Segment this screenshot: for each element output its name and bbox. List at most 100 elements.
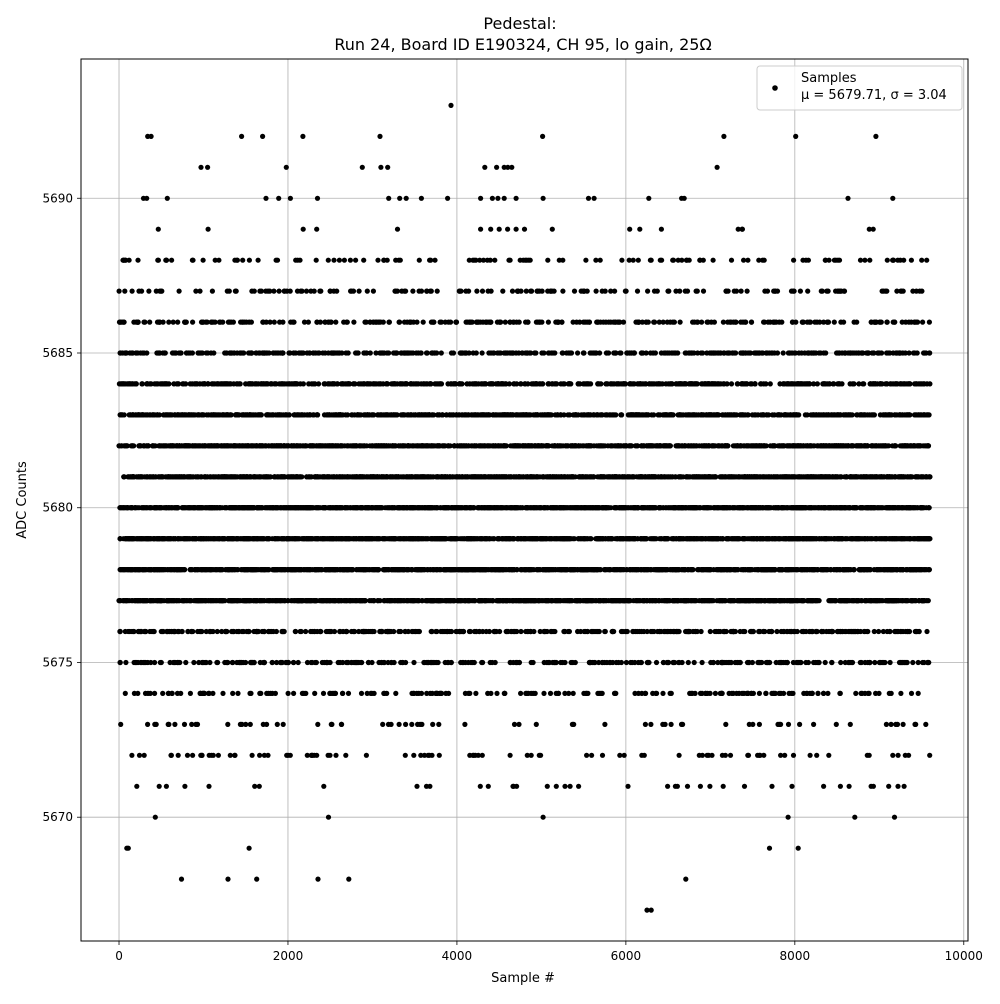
data-point [126, 846, 131, 851]
data-point [172, 722, 177, 727]
data-point [201, 691, 206, 696]
data-point [589, 753, 594, 758]
data-point [683, 877, 688, 882]
data-point [260, 134, 265, 139]
data-point [369, 598, 374, 603]
data-point [652, 536, 657, 541]
data-point [677, 753, 682, 758]
data-point [160, 691, 165, 696]
data-point [692, 660, 697, 665]
data-point [607, 660, 612, 665]
data-point [637, 629, 642, 634]
data-point [677, 660, 682, 665]
data-point [807, 691, 812, 696]
data-point [774, 629, 779, 634]
data-point [662, 598, 667, 603]
data-point [772, 691, 777, 696]
data-point [332, 536, 337, 541]
data-point [211, 598, 216, 603]
data-point [901, 722, 906, 727]
data-point [285, 567, 290, 572]
data-point [609, 536, 614, 541]
data-point [381, 691, 386, 696]
data-point [514, 196, 519, 201]
data-point [858, 629, 863, 634]
data-point [887, 629, 892, 634]
data-point [209, 753, 214, 758]
data-point [204, 536, 209, 541]
data-point [345, 567, 350, 572]
data-point [329, 722, 334, 727]
data-point [403, 722, 408, 727]
data-point [906, 753, 911, 758]
data-point [482, 165, 487, 170]
data-point [800, 567, 805, 572]
data-point [909, 598, 914, 603]
data-point [673, 567, 678, 572]
data-point [600, 753, 605, 758]
data-point [772, 567, 777, 572]
data-point [669, 722, 674, 727]
data-point [746, 691, 751, 696]
data-point [310, 629, 315, 634]
data-point [437, 567, 442, 572]
data-point [500, 598, 505, 603]
data-point [838, 629, 843, 634]
data-point [262, 753, 267, 758]
data-point [157, 784, 162, 789]
data-point [722, 629, 727, 634]
data-point [389, 567, 394, 572]
data-point [409, 567, 414, 572]
data-point [533, 598, 538, 603]
data-point [737, 660, 742, 665]
data-point [159, 629, 164, 634]
data-point [466, 567, 471, 572]
data-point [248, 722, 253, 727]
data-point [819, 629, 824, 634]
data-point [793, 134, 798, 139]
data-point [869, 598, 874, 603]
data-point [744, 598, 749, 603]
data-point [688, 567, 693, 572]
data-point [483, 598, 488, 603]
data-point [721, 784, 726, 789]
data-point [354, 567, 359, 572]
data-point [503, 536, 508, 541]
data-point [247, 691, 252, 696]
data-point [189, 722, 194, 727]
data-point [660, 691, 665, 696]
data-point [927, 753, 932, 758]
data-point [427, 784, 432, 789]
data-point [541, 629, 546, 634]
data-point [470, 660, 475, 665]
data-point [483, 536, 488, 541]
data-point [890, 753, 895, 758]
data-point [248, 660, 253, 665]
data-point [876, 691, 881, 696]
data-point [436, 722, 441, 727]
data-point [720, 691, 725, 696]
data-point [406, 629, 411, 634]
data-point [157, 536, 162, 541]
data-point [429, 536, 434, 541]
data-point [480, 753, 485, 758]
data-point [517, 660, 522, 665]
data-point [378, 165, 383, 170]
data-point [683, 536, 688, 541]
data-point [130, 567, 135, 572]
data-point [369, 536, 374, 541]
data-point [306, 567, 311, 572]
data-point [418, 722, 423, 727]
data-point [437, 753, 442, 758]
data-point [665, 660, 670, 665]
data-point [826, 629, 831, 634]
data-point [386, 660, 391, 665]
data-point [737, 598, 742, 603]
data-point [554, 691, 559, 696]
data-point [705, 567, 710, 572]
data-point [619, 629, 624, 634]
data-point [168, 753, 173, 758]
data-point [433, 691, 438, 696]
data-point [404, 567, 409, 572]
data-point [314, 227, 319, 232]
